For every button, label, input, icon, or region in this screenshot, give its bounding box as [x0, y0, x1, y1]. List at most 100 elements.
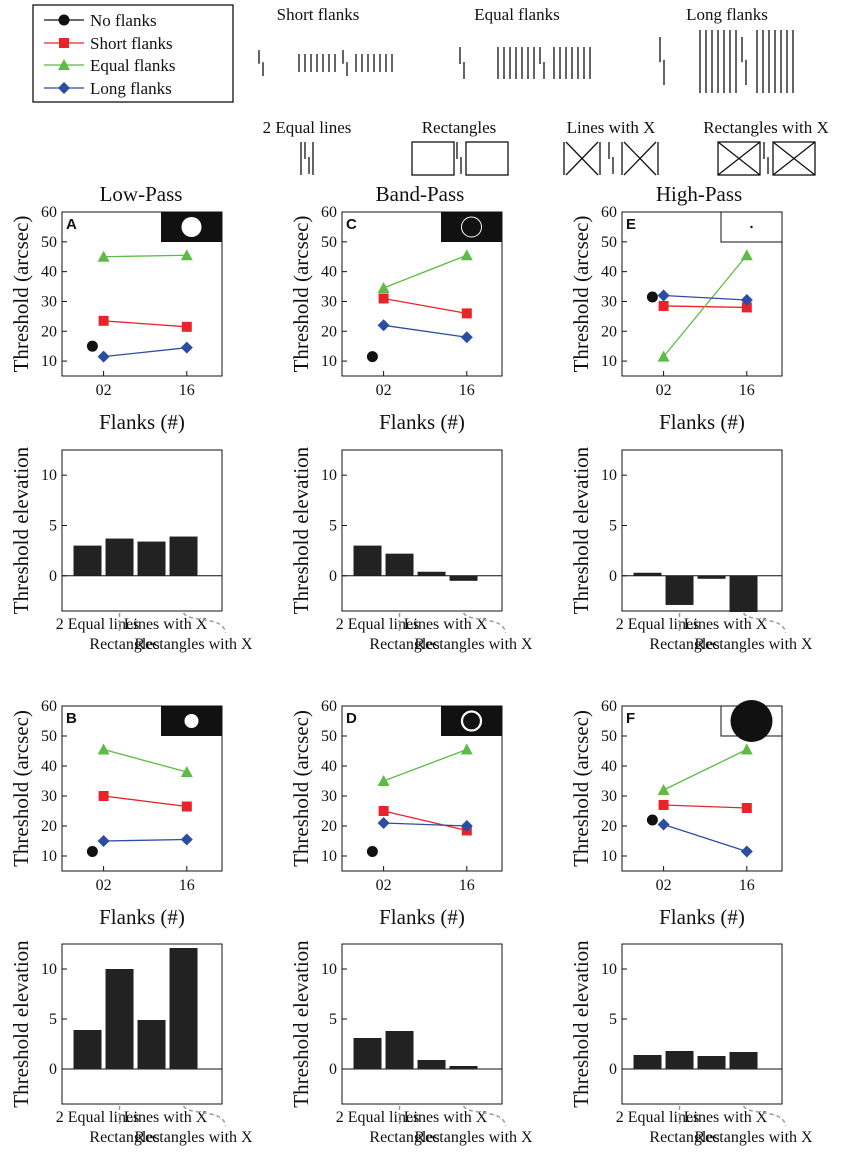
y-tick-label: 5 [49, 1011, 57, 1028]
y-tick-label: 10 [321, 353, 337, 370]
column-title-band-pass: Band-Pass [376, 182, 465, 206]
y-axis-label: Threshold elevation [9, 446, 33, 614]
bar-rectangles [385, 553, 414, 576]
bar-rectangles-with-x [729, 575, 758, 613]
bar-chart: 0 5 10 Threshold elevation 2 Equal linesLine… [9, 446, 253, 653]
filter-inset-disc [181, 217, 202, 237]
x-axis-label: Flanks (#) [379, 905, 465, 929]
y-axis-label: Threshold (arcsec) [9, 710, 33, 867]
data-point [658, 300, 669, 311]
column-title-high-pass: High-Pass [656, 182, 742, 206]
x-tick-label: 16 [739, 382, 755, 399]
x-tick-label: 02 [96, 382, 112, 399]
x-tick-label: 02 [376, 382, 392, 399]
y-tick-label: 30 [41, 788, 57, 805]
y-tick-label: 60 [321, 698, 337, 715]
condition-label-rectangles-with-x: Rectangles with X [703, 118, 829, 137]
legend-label-long-flanks: Long flanks [90, 79, 172, 98]
category-label: Rectangles [649, 1129, 719, 1146]
condition-stimulus-illustrations [300, 141, 816, 176]
bar-rectangles [105, 969, 134, 1069]
condition-label-lines-with-x: Lines with X [567, 118, 656, 137]
condition-label-2-equal-lines: 2 Equal lines [263, 118, 352, 137]
series-long-flanks [97, 833, 193, 847]
category-label: 2 Equal lines [56, 616, 140, 633]
data-point [378, 806, 389, 816]
bar-2-equal-lines [73, 1030, 102, 1069]
stimulus-rectangle [411, 141, 455, 176]
plot-frame [341, 449, 503, 612]
panel-letter: B [66, 710, 77, 727]
flank-stimulus-illustrations [258, 30, 794, 93]
data-point [657, 818, 670, 831]
bar-rectangles [665, 1051, 694, 1069]
data-point [97, 350, 110, 363]
plot-frame [341, 211, 503, 377]
bar-rectangles-with-x [729, 1052, 758, 1069]
y-tick-label: 0 [609, 568, 617, 585]
data-point [378, 293, 389, 304]
legend-short-flanks: Short flanks [44, 34, 173, 53]
bar-rectangles [105, 538, 134, 576]
y-tick-label: 5 [329, 517, 337, 534]
plot-frame [621, 449, 783, 612]
y-tick-label: 60 [321, 204, 337, 221]
y-tick-label: 50 [41, 728, 57, 745]
series-short-flanks [658, 800, 752, 813]
plot-frame [341, 705, 503, 872]
stimulus-x-stroke [623, 141, 657, 176]
data-point [460, 820, 473, 832]
legend: No flanks Short flanks Equal flanks Long… [32, 4, 234, 103]
legend-no-flanks: No flanks [44, 11, 157, 30]
category-leader [742, 1105, 787, 1127]
y-tick-label: 10 [41, 961, 57, 978]
x-axis-label: Flanks (#) [99, 410, 185, 434]
y-tick-label: 20 [41, 323, 57, 340]
category-label: Rectangles with X [134, 1129, 253, 1146]
line-chart-D: 10 20 30 40 50 60 02 16 Flanks (#) Threshold (arc… [289, 698, 503, 929]
data-point [180, 766, 193, 777]
data-point [377, 282, 390, 294]
data-point [658, 800, 669, 810]
filter-inset [161, 212, 222, 242]
data-point-no-flanks [86, 846, 98, 857]
bar-chart: 0 5 10 Threshold elevation 2 Equal linesLine… [289, 940, 533, 1146]
y-axis-label: Threshold (arcsec) [569, 216, 593, 373]
bar-2-equal-lines [633, 1055, 662, 1069]
data-point [98, 315, 109, 326]
bar-lines-with-x [697, 1056, 726, 1069]
panel-letter: F [626, 710, 635, 727]
condition-label-rectangles: Rectangles [422, 118, 497, 137]
bar-chart: 0 5 10 Threshold elevation 2 Equal linesLine… [569, 446, 813, 653]
x-tick-label: 16 [739, 877, 755, 894]
series-line [383, 324, 467, 338]
category-leader [182, 612, 227, 634]
category-label: Rectangles with X [414, 636, 533, 653]
data-point [740, 845, 753, 858]
data-point [460, 331, 473, 344]
data-point-no-flanks [366, 846, 378, 857]
y-tick-label: 20 [41, 818, 57, 835]
bar-rectangles-with-x [449, 1066, 478, 1069]
data-point [180, 833, 193, 846]
y-tick-label: 50 [601, 728, 617, 745]
series-line [103, 838, 187, 842]
y-tick-label: 0 [329, 1061, 337, 1078]
panel-letter: C [346, 216, 357, 233]
bar-lines-with-x [137, 1020, 166, 1069]
series-line [383, 748, 468, 782]
plot-frame [621, 943, 783, 1105]
bar-rectangles-with-x [169, 536, 198, 576]
x-tick-label: 16 [179, 877, 195, 894]
data-point [740, 293, 753, 306]
plot-frame [61, 943, 223, 1105]
data-point-no-flanks [86, 340, 98, 352]
series-equal-flanks [377, 743, 473, 786]
y-tick-label: 0 [609, 1061, 617, 1078]
data-point [97, 250, 110, 262]
y-tick-label: 10 [321, 961, 337, 978]
bar-lines-with-x [697, 575, 726, 579]
bar-2-equal-lines [353, 1038, 382, 1069]
series-equal-flanks [657, 249, 753, 362]
